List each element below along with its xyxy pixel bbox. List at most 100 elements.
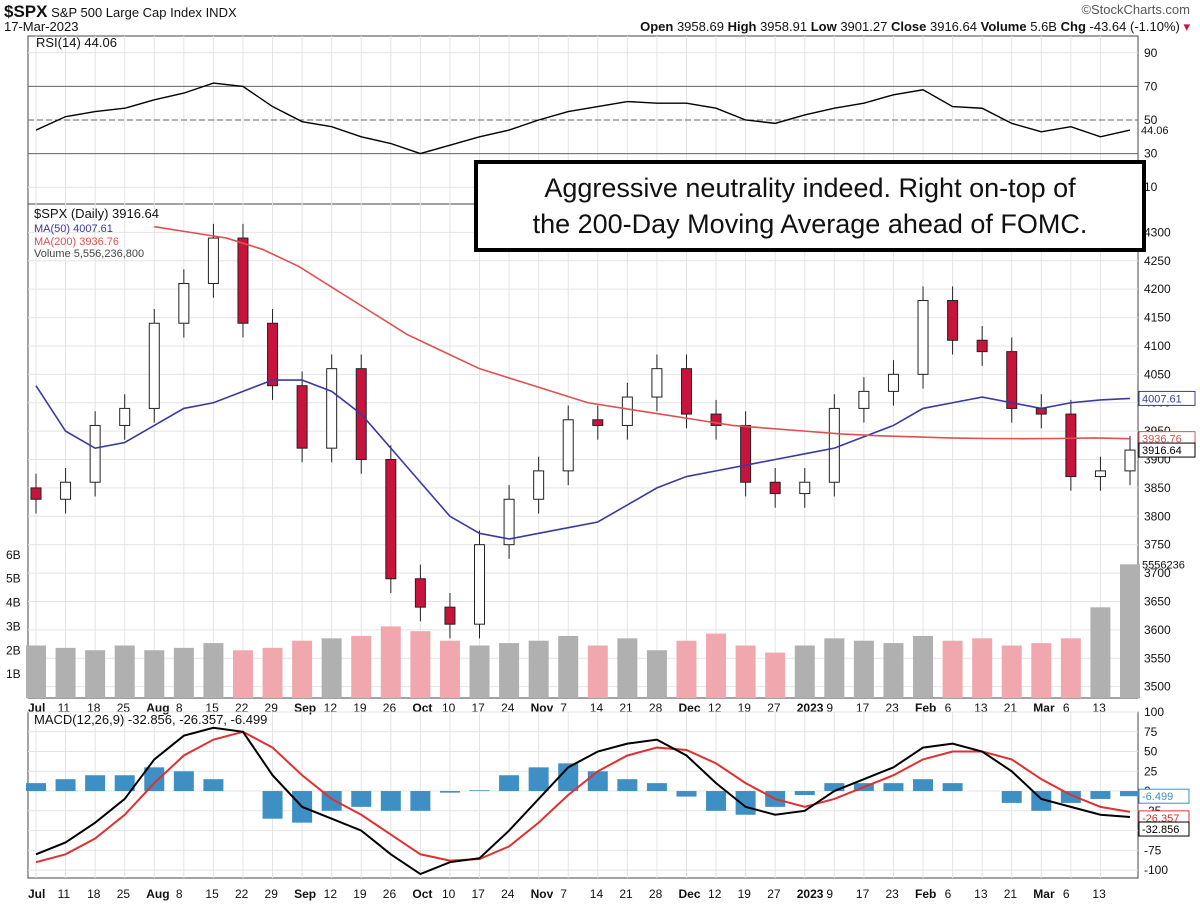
x-tick-label: 22: [235, 887, 249, 901]
x-tick-label: 28: [649, 701, 663, 715]
macd-histogram-bar: [439, 791, 460, 793]
ma200-line: [154, 225, 1131, 440]
x-tick-label: 25: [117, 887, 131, 901]
volume-bar: [1031, 643, 1052, 698]
volume-bar: [794, 645, 815, 698]
x-tick-label: 10: [442, 701, 456, 715]
macd-histogram-bar: [617, 779, 638, 792]
high-value: 3958.91: [760, 19, 808, 34]
x-tick-label: 12: [324, 887, 338, 901]
x-tick-label: 17: [856, 887, 870, 901]
x-tick-label: 19: [353, 701, 367, 715]
close-label: Close: [890, 19, 927, 34]
volume-bar: [262, 647, 283, 698]
volume-value: 5.6B: [1030, 19, 1057, 34]
macd-histogram-bar: [499, 775, 520, 792]
volume-bar: [351, 635, 372, 698]
x-tick-label: 14: [590, 887, 604, 901]
macd-histogram-bar: [528, 767, 549, 792]
macd-y-tick: 25: [1144, 764, 1158, 778]
macd-signal-line: [35, 730, 1131, 864]
x-tick-label: 23: [885, 701, 899, 715]
macd-histogram-bar: [587, 771, 608, 792]
macd-y-tick: -100: [1144, 863, 1168, 877]
rsi-y-tick: 90: [1144, 46, 1158, 60]
x-tick-label: 12: [708, 887, 722, 901]
ma200-legend: MA(200) 3936.76: [34, 236, 119, 248]
candle-body: [592, 419, 604, 426]
x-tick-label: Dec: [678, 701, 700, 715]
macd-histogram-bar: [26, 783, 46, 792]
x-tick-label: Dec: [678, 887, 700, 901]
x-tick-label: 21: [619, 887, 633, 901]
candle-body: [119, 407, 131, 426]
close-value: 3916.64: [929, 19, 977, 34]
candle-body: [887, 373, 899, 392]
annotation-line-1: Aggressive neutrality indeed. Right on-t…: [544, 173, 1076, 203]
candle-body: [237, 237, 249, 324]
price-y-tick: 3550: [1144, 651, 1171, 665]
volume-bar: [942, 640, 963, 698]
x-tick-label: 9: [826, 887, 833, 901]
volume-bar: [144, 650, 165, 698]
candle-body: [207, 237, 219, 284]
rsi-legend: RSI(14) 44.06: [36, 35, 117, 50]
x-tick-label: 23: [885, 887, 899, 901]
candle-body: [1124, 449, 1136, 472]
candle-body: [267, 322, 279, 387]
rsi-y-tick: 70: [1144, 79, 1158, 93]
price-y-tick: 4050: [1144, 367, 1171, 381]
down-arrow-icon: ▾: [1183, 19, 1190, 34]
macd-legend: MACD(12,26,9) -32.856, -26.357, -6.499: [34, 712, 267, 727]
x-tick-label: 18: [87, 887, 101, 901]
volume-bar: [706, 633, 727, 698]
volume-y-tick: 6B: [6, 548, 21, 562]
candle-body: [680, 368, 692, 415]
candle-body: [1006, 351, 1018, 409]
candle-body: [533, 470, 545, 500]
macd-histogram-bar: [706, 791, 727, 811]
price-legend: $SPX (Daily) 3916.64: [34, 206, 159, 221]
candle-body: [799, 481, 811, 495]
volume-bar: [528, 640, 549, 698]
volume-bar: [1120, 564, 1140, 698]
candle-body: [651, 368, 663, 398]
candle-body: [178, 282, 190, 324]
exchange: INDX: [205, 5, 237, 20]
volume-bar: [321, 638, 342, 698]
x-tick-label: Oct: [412, 701, 432, 715]
x-tick-label: 19: [353, 887, 367, 901]
volume-y-tick: 3B: [6, 619, 21, 633]
x-tick-label: 17: [472, 701, 486, 715]
macd-histogram-bar: [913, 779, 934, 792]
x-tick-label: 2023: [797, 701, 824, 715]
x-tick-label: Mar: [1033, 887, 1055, 901]
macd-histogram-bar: [558, 763, 579, 792]
candle-body: [1035, 407, 1047, 415]
volume-y-tick: 2B: [6, 643, 21, 657]
chg-label: Chg: [1060, 19, 1086, 34]
price-y-tick: 4100: [1144, 339, 1171, 353]
x-tick-label: 24: [501, 701, 515, 715]
volume-bar: [232, 650, 253, 698]
macd-histogram-bar: [55, 779, 76, 792]
macd-histogram-bar: [144, 767, 165, 792]
candle-body: [414, 578, 426, 608]
panel-frame-macd: [27, 711, 1139, 879]
candle-body: [474, 544, 486, 625]
macd-histogram-bar: [646, 783, 667, 792]
volume-bar: [617, 638, 638, 698]
x-tick-label: Jul: [28, 887, 45, 901]
rsi-y-tick: 10: [1144, 180, 1158, 194]
candle-body: [740, 424, 752, 483]
x-tick-label: 13: [1092, 887, 1106, 901]
x-tick-label: 7: [560, 701, 567, 715]
macd-histogram-bar: [883, 783, 904, 792]
macd-histogram-bar: [410, 791, 431, 811]
brand-logo: ©StockCharts.com: [1081, 2, 1190, 17]
macd-histogram-bar: [735, 791, 756, 815]
x-tick-label: 21: [619, 701, 633, 715]
macd-last-value: -6.499: [1142, 791, 1173, 803]
x-tick-label: 12: [324, 701, 338, 715]
volume-bar: [173, 647, 194, 698]
